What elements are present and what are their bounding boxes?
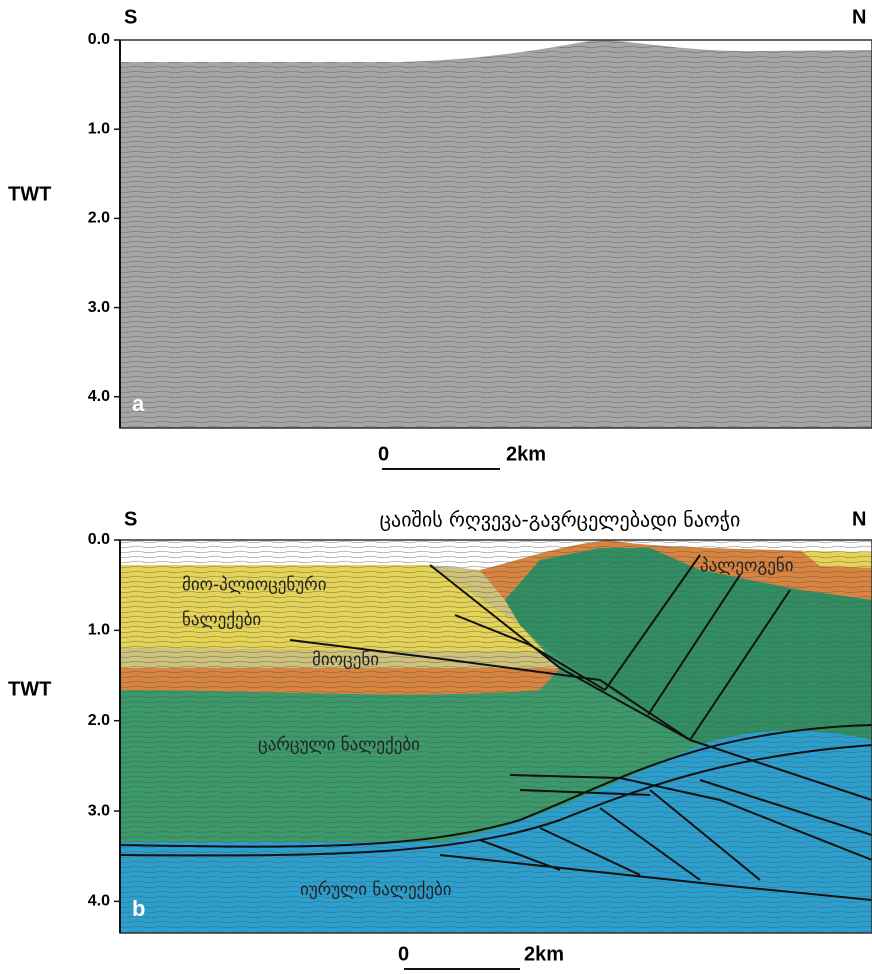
unit-label: მიოცენი (312, 650, 379, 670)
panel-b (120, 540, 872, 933)
y-tick-label: 3.0 (88, 802, 110, 819)
panel-tag: a (132, 391, 145, 416)
figure: S N TWT a 0 2km S N ცაიშის რღვევა-გავრცე… (0, 0, 872, 974)
y-tick-label: 4.0 (88, 893, 110, 910)
y-tick-label: 0.0 (88, 31, 110, 48)
y-tick-label: 2.0 (88, 712, 110, 729)
scale-start: 0 (378, 443, 389, 465)
y-tick-label: 3.0 (88, 299, 110, 316)
unit-label: ნალექები (182, 610, 261, 630)
y-tick-label: 2.0 (88, 210, 110, 227)
north-label: N (852, 508, 866, 530)
scale-start: 0 (398, 943, 409, 965)
panel-tag: b (132, 896, 145, 921)
y-tick-label: 1.0 (88, 120, 110, 137)
scale-end: 2km (524, 943, 564, 965)
unit-label: მიო-პლიოცენური (182, 575, 327, 595)
panel-title: ცაიშის რღვევა-გავრცელებადი ნაოჭი (380, 508, 741, 532)
north-label: N (852, 6, 866, 28)
axis-title: TWT (8, 678, 51, 700)
south-label: S (124, 508, 137, 530)
axis-title: TWT (8, 183, 51, 205)
seismic-texture (120, 40, 872, 428)
panel-a (120, 39, 872, 428)
unit-label: პალეოგენი (700, 556, 794, 576)
south-label: S (124, 6, 137, 28)
unit-label: ცარცული ნალექები (258, 735, 420, 755)
y-tick-label: 0.0 (88, 531, 110, 548)
unit-label: იურული ნალექები (300, 880, 452, 900)
y-tick-label: 4.0 (88, 388, 110, 405)
scale-end: 2km (506, 443, 546, 465)
y-tick-label: 1.0 (88, 622, 110, 639)
